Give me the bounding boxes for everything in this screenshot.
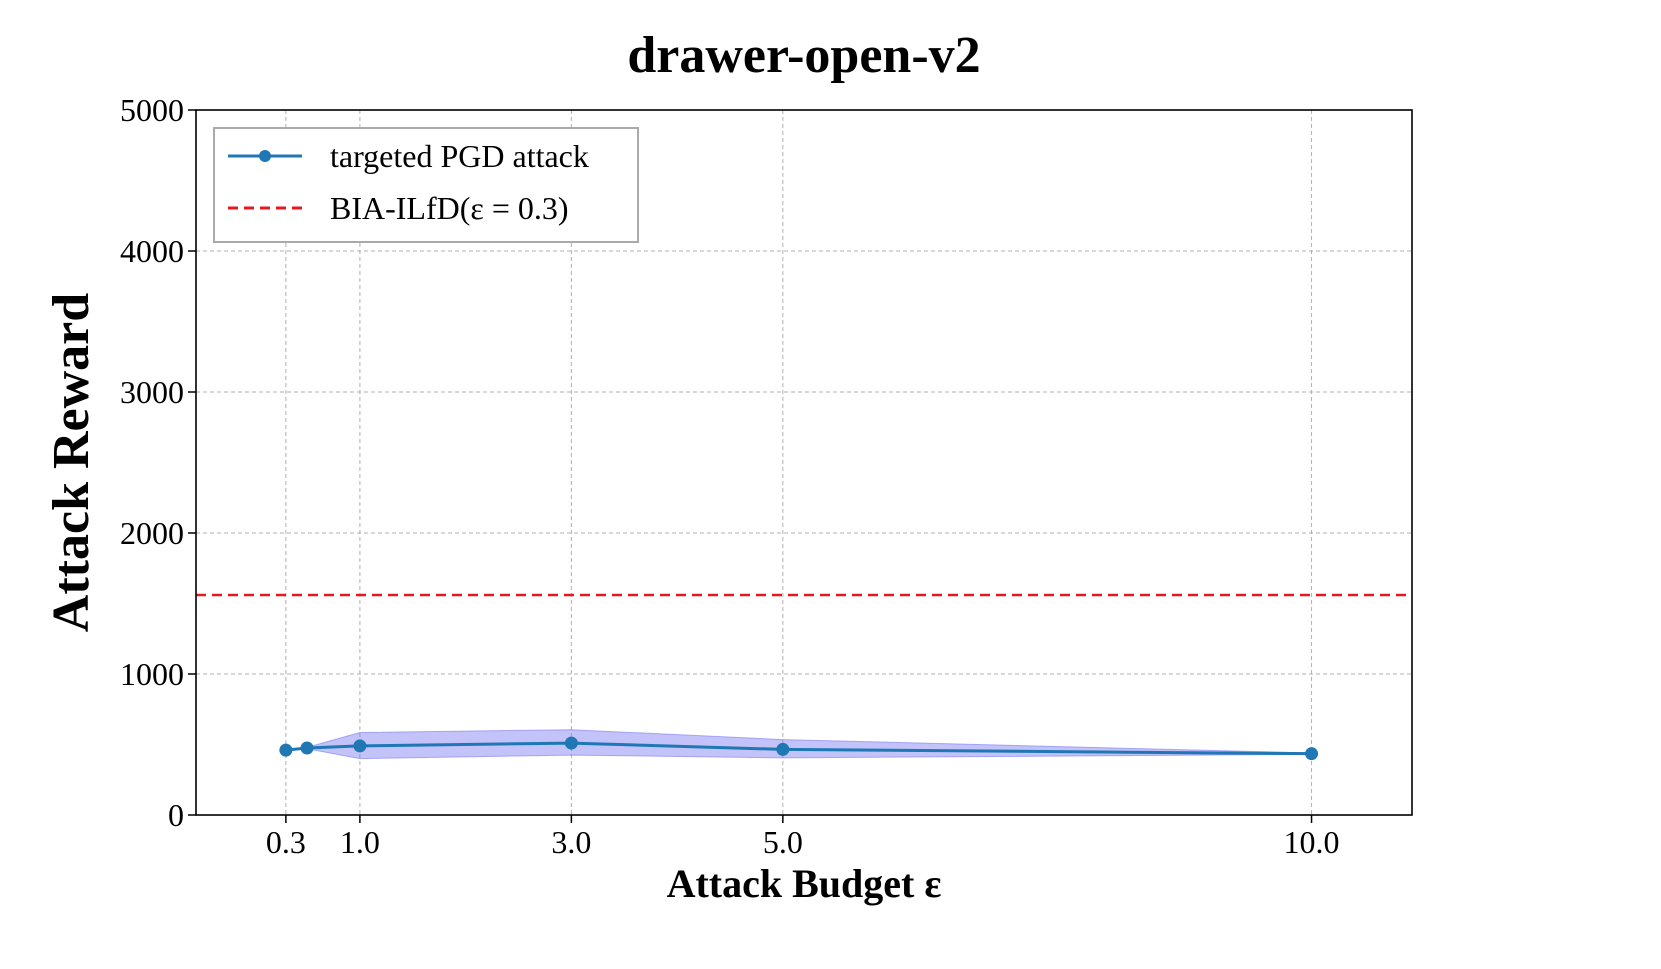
series-markers [279,736,1319,761]
legend-label-bia: BIA-ILfD(ε = 0.3) [330,190,569,226]
series-point-0-1 [300,741,314,755]
y-axis-label: Attack Reward [43,293,100,632]
series-point-0-2 [353,739,367,753]
y-tick-label-5: 5000 [120,92,184,128]
series-point-0-4 [776,742,790,756]
x-tick-label-0: 0.3 [266,824,306,860]
y-tick-label-1: 1000 [120,656,184,692]
plot-frame [195,109,1413,816]
x-tick-label-2: 3.0 [551,824,591,860]
series-point-0-3 [564,736,578,750]
legend-box [213,127,639,243]
series-point-0-5 [1305,747,1319,761]
x-tick-label-1: 1.0 [340,824,380,860]
y-tick-label-3: 3000 [120,374,184,410]
chart-title: drawer-open-v2 [627,27,980,84]
x-tick-label-4: 10.0 [1284,824,1340,860]
x-axis-label: Attack Budget ε [667,861,942,906]
axis-ticks: 0.3 1.0 3.0 5.0 10.0 0 1000 2000 3000 4000 5000 [120,92,1340,860]
legend: targeted PGD attack BIA-ILfD(ε = 0.3) [213,127,639,243]
y-tick-label-0: 0 [168,797,184,833]
x-tick-label-3: 5.0 [763,824,803,860]
legend-swatch-pgd-marker [259,150,271,162]
legend-label-pgd: targeted PGD attack [330,138,589,174]
y-tick-label-2: 2000 [120,515,184,551]
grid-lines [196,109,1412,816]
series-point-0-0 [279,743,293,757]
y-tick-label-4: 4000 [120,233,184,269]
